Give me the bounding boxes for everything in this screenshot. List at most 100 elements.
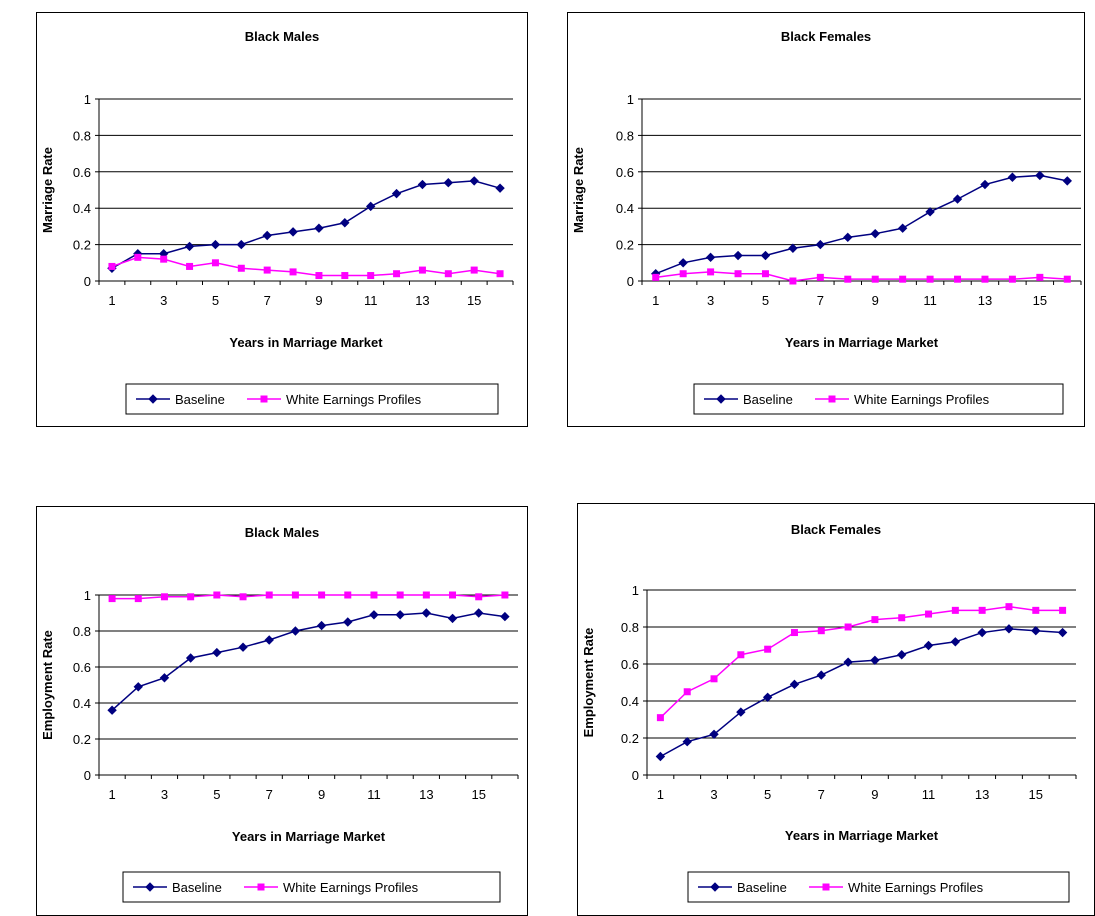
y-tick-label: 0.4 <box>73 201 91 216</box>
data-point <box>926 275 934 283</box>
data-point <box>678 258 688 268</box>
data-point <box>1035 170 1045 181</box>
legend-item: Baseline <box>704 392 793 407</box>
data-point <box>707 268 715 276</box>
x-tick-label: 7 <box>818 787 825 802</box>
data-point <box>789 277 797 285</box>
y-tick-label: 1 <box>84 588 91 603</box>
data-point <box>262 230 272 241</box>
y-tick-label: 1 <box>84 92 91 107</box>
y-tick-label: 0.4 <box>73 696 91 711</box>
series-1 <box>656 603 1067 722</box>
data-point <box>289 268 297 276</box>
legend-marker <box>148 394 158 404</box>
y-tick-label: 0.2 <box>73 732 91 747</box>
data-point <box>495 183 505 193</box>
data-point <box>475 593 483 601</box>
y-tick-label: 0 <box>84 274 91 289</box>
series-1 <box>108 253 504 280</box>
x-tick-label: 15 <box>1033 293 1047 308</box>
x-tick-label: 15 <box>467 293 481 308</box>
x-tick-label: 13 <box>978 293 992 308</box>
data-point <box>263 266 271 274</box>
x-tick-label: 7 <box>817 293 824 308</box>
data-point <box>1059 606 1067 614</box>
x-tick-label: 13 <box>419 787 433 802</box>
data-point <box>1036 273 1044 281</box>
series-line <box>112 594 505 600</box>
legend-marker <box>145 882 155 892</box>
data-point <box>843 232 853 243</box>
data-point <box>160 255 168 263</box>
x-axis-title: Years in Marriage Market <box>232 829 386 844</box>
data-point <box>1007 172 1018 182</box>
chart-panel-marriage-females: Black Females 0 0.2 0.4 0.6 0.8 1 1 3 5 7 9 11 13 15 Ye… <box>567 12 1085 427</box>
data-point <box>925 207 935 217</box>
data-point <box>474 608 484 618</box>
data-point <box>1032 606 1040 614</box>
chart-title: Black Males <box>245 29 319 44</box>
legend-box <box>125 383 499 415</box>
data-point <box>817 627 825 635</box>
y-tick-label: 0.8 <box>73 624 91 639</box>
data-point <box>734 270 742 278</box>
data-point <box>395 610 405 620</box>
data-point <box>789 679 800 690</box>
legend-label: Baseline <box>743 392 793 407</box>
data-point <box>186 262 194 270</box>
legend-label: Baseline <box>175 392 225 407</box>
y-tick-label: 0.4 <box>621 694 639 709</box>
x-axis-title: Years in Marriage Market <box>229 335 383 350</box>
data-point <box>952 194 963 204</box>
data-point <box>236 239 247 250</box>
data-point <box>652 273 660 281</box>
x-tick-label: 9 <box>872 293 879 308</box>
y-tick-label: 0.4 <box>616 201 634 216</box>
series-0 <box>651 170 1072 279</box>
y-tick-label: 1 <box>627 92 634 107</box>
y-axis-title: Employment Rate <box>40 630 55 740</box>
data-point <box>815 239 826 250</box>
data-point <box>843 657 853 667</box>
data-point <box>133 682 143 692</box>
legend-marker <box>828 395 836 403</box>
data-point <box>870 228 880 239</box>
chart-title: Black Females <box>791 522 881 537</box>
data-point <box>314 223 324 233</box>
x-tick-label: 5 <box>212 293 219 308</box>
x-tick-label: 7 <box>264 293 271 308</box>
data-point <box>898 614 906 622</box>
legend: Baseline White Earnings Profiles <box>693 383 1064 415</box>
data-point <box>316 620 327 631</box>
legend-item: White Earnings Profiles <box>244 880 419 895</box>
data-point <box>239 593 247 601</box>
data-point <box>899 275 907 283</box>
x-tick-label: 15 <box>1029 787 1043 802</box>
data-point <box>365 201 376 212</box>
y-tick-label: 0.2 <box>616 238 634 253</box>
y-tick-label: 0 <box>84 768 91 783</box>
data-point <box>737 651 745 659</box>
x-tick-label: 13 <box>975 787 989 802</box>
data-point <box>1063 275 1071 283</box>
y-axis-title: Marriage Rate <box>571 147 586 233</box>
data-point <box>710 675 718 683</box>
legend-marker <box>710 882 720 892</box>
y-tick-label: 0.8 <box>621 620 639 635</box>
data-point <box>816 670 826 680</box>
series-line <box>111 180 501 269</box>
data-point <box>870 655 880 666</box>
data-point <box>443 178 454 188</box>
data-point <box>343 617 353 627</box>
y-axis-title: Marriage Rate <box>40 147 55 233</box>
x-tick-label: 3 <box>160 293 167 308</box>
series-line <box>660 628 1063 758</box>
data-point <box>134 595 142 603</box>
data-point <box>733 250 743 261</box>
y-tick-label: 0.8 <box>73 128 91 143</box>
y-tick-label: 0.6 <box>621 657 639 672</box>
x-tick-label: 1 <box>108 293 115 308</box>
x-tick-label: 3 <box>161 787 168 802</box>
x-tick-label: 13 <box>415 293 429 308</box>
x-tick-label: 5 <box>213 787 220 802</box>
